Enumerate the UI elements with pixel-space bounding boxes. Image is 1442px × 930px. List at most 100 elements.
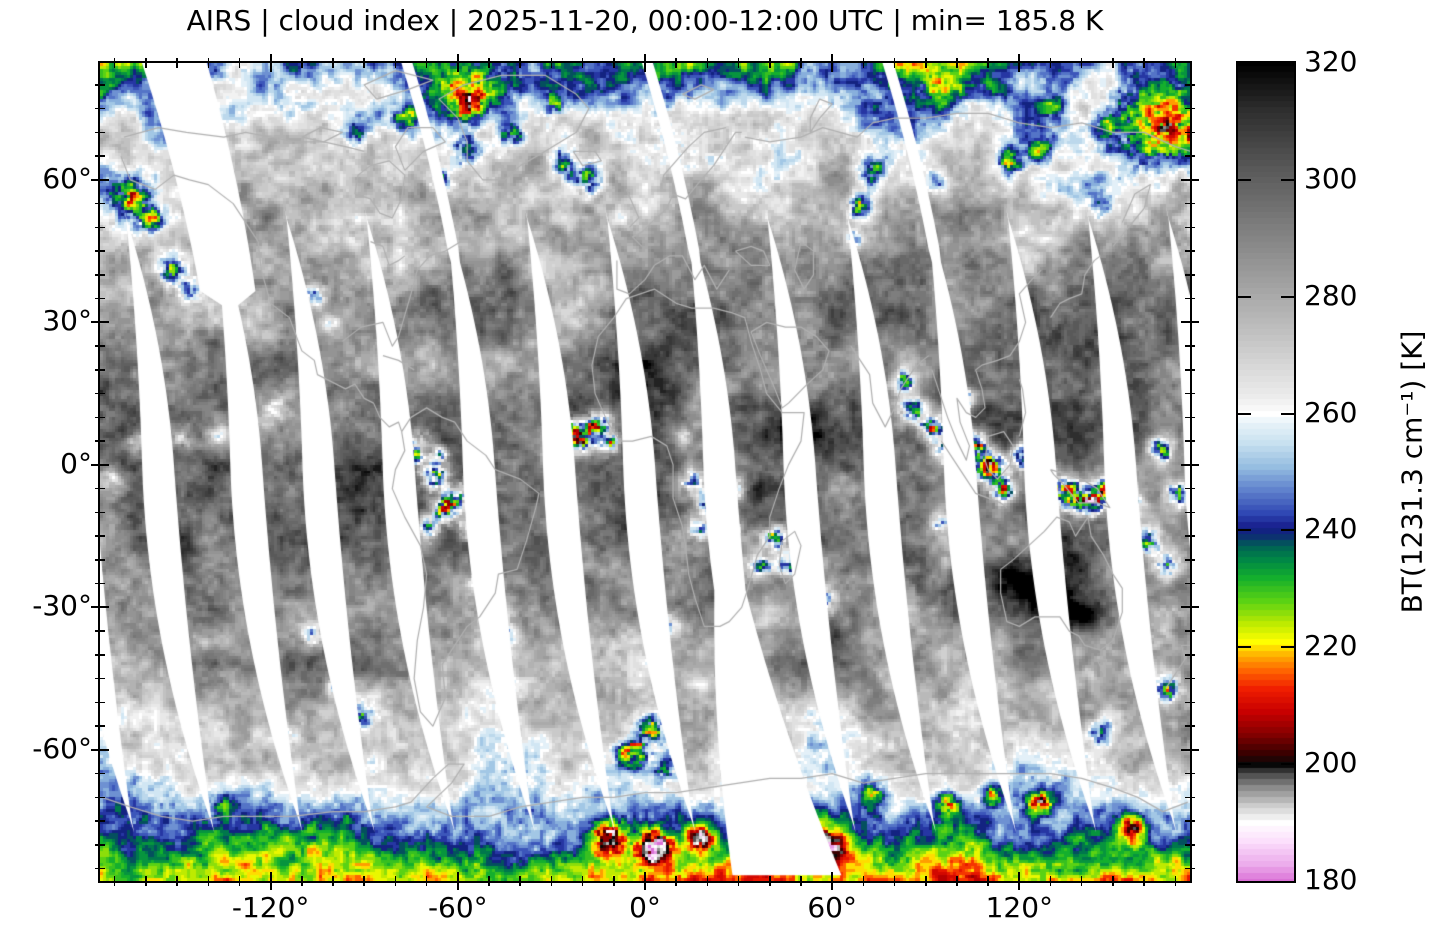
colorbar-tick-label: 240 (1304, 512, 1358, 546)
y-minor-tick (1185, 392, 1195, 395)
x-major-tick (831, 54, 834, 72)
y-minor-tick (95, 725, 105, 727)
x-minor-tick (176, 876, 178, 886)
y-minor-tick (95, 250, 105, 252)
y-minor-tick (1185, 511, 1195, 514)
y-minor-tick (1185, 369, 1195, 371)
y-tick-label: 60° (42, 161, 92, 195)
x-minor-tick (113, 58, 116, 68)
x-minor-tick (145, 58, 147, 68)
y-minor-tick (95, 416, 105, 419)
y-minor-tick (1185, 701, 1195, 704)
x-minor-tick (1174, 876, 1177, 886)
colorbar-tick-label: 320 (1304, 45, 1358, 78)
colorbar-tick (1281, 646, 1294, 649)
y-minor-tick (95, 844, 105, 846)
colorbar-tick-label: 200 (1304, 746, 1358, 780)
y-major-tick (1181, 748, 1199, 751)
colorbar-tick-label: 260 (1304, 395, 1358, 429)
x-minor-tick (394, 58, 397, 68)
y-minor-tick (1185, 725, 1195, 727)
x-minor-tick (769, 876, 771, 886)
y-minor-tick (95, 654, 105, 656)
colorbar (1238, 63, 1294, 881)
x-minor-tick (394, 876, 397, 886)
y-minor-tick (95, 867, 105, 870)
x-minor-tick (1049, 876, 1052, 886)
y-minor-tick (1185, 297, 1195, 300)
y-tick-label: -30° (32, 589, 92, 623)
y-major-tick (1181, 463, 1199, 466)
y-minor-tick (1185, 416, 1195, 419)
colorbar-tick-label: 220 (1304, 629, 1358, 663)
x-major-tick (644, 872, 646, 890)
y-minor-tick (1185, 654, 1195, 656)
y-minor-tick (95, 440, 105, 442)
y-minor-tick (95, 559, 105, 561)
x-minor-tick (800, 876, 802, 886)
y-major-tick (1181, 321, 1199, 324)
y-minor-tick (1185, 155, 1195, 157)
y-major-tick (91, 321, 109, 324)
x-minor-tick (238, 58, 241, 68)
colorbar-tick (1238, 295, 1251, 298)
y-minor-tick (1185, 820, 1195, 822)
x-major-tick (1018, 54, 1021, 72)
y-minor-tick (95, 772, 105, 775)
x-tick-label: -120° (231, 891, 310, 924)
y-minor-tick (1185, 867, 1195, 870)
y-major-tick (91, 463, 109, 466)
y-minor-tick (1185, 202, 1195, 205)
y-minor-tick (1185, 440, 1195, 442)
x-minor-tick (113, 876, 116, 886)
y-major-tick (1181, 606, 1199, 609)
x-minor-tick (925, 876, 927, 886)
x-major-tick (1018, 872, 1021, 890)
x-minor-tick (613, 876, 615, 886)
x-minor-tick (332, 876, 334, 886)
x-minor-tick (1080, 876, 1083, 886)
y-minor-tick (1185, 84, 1195, 86)
colorbar-canvas (1238, 63, 1294, 881)
x-minor-tick (176, 58, 178, 68)
colorbar-axis-label: BT(1231.3 cm⁻¹) [K] (1395, 330, 1429, 614)
y-minor-tick (95, 511, 105, 514)
y-minor-tick (95, 131, 105, 134)
y-minor-tick (95, 582, 105, 585)
x-minor-tick (519, 58, 521, 68)
x-minor-tick (706, 58, 709, 68)
x-minor-tick (488, 876, 490, 886)
y-minor-tick (1185, 250, 1195, 252)
x-minor-tick (581, 58, 584, 68)
y-minor-tick (95, 630, 105, 632)
x-minor-tick (1049, 58, 1052, 68)
colorbar-tick (1281, 295, 1294, 298)
x-minor-tick (675, 58, 677, 68)
y-minor-tick (95, 369, 105, 371)
y-minor-tick (1185, 844, 1195, 846)
y-minor-tick (1185, 535, 1195, 537)
x-minor-tick (207, 58, 209, 68)
y-minor-tick (95, 677, 105, 680)
x-minor-tick (301, 58, 303, 68)
y-minor-tick (95, 226, 105, 229)
colorbar-tick (1281, 529, 1294, 532)
x-major-tick (456, 54, 459, 72)
x-tick-label: -60° (427, 891, 488, 924)
y-minor-tick (1185, 559, 1195, 561)
x-minor-tick (737, 876, 740, 886)
y-minor-tick (1185, 677, 1195, 680)
y-major-tick (91, 748, 109, 751)
colorbar-tick-label: 300 (1304, 161, 1358, 195)
y-minor-tick (1185, 345, 1195, 347)
y-tick-label: -60° (32, 731, 92, 765)
y-minor-tick (1185, 131, 1195, 134)
x-major-tick (269, 54, 272, 72)
x-minor-tick (301, 876, 303, 886)
y-minor-tick (95, 701, 105, 704)
colorbar-tick (1281, 763, 1294, 766)
x-minor-tick (207, 876, 209, 886)
x-minor-tick (581, 876, 584, 886)
x-major-tick (269, 872, 272, 890)
